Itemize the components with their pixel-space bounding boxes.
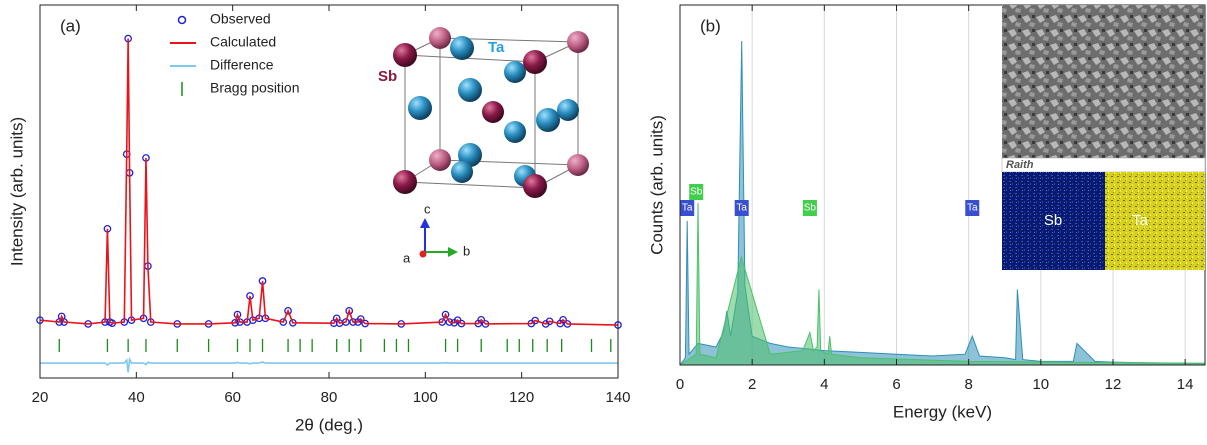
x-tick-label: 140 xyxy=(605,389,630,406)
observed-point xyxy=(559,315,567,324)
atom xyxy=(504,121,526,143)
axes-glyph xyxy=(419,218,458,258)
panel-label: (b) xyxy=(700,16,721,35)
sb-map xyxy=(1002,172,1105,270)
observed-point xyxy=(477,315,486,324)
atom xyxy=(458,78,482,102)
peak-label: Ta xyxy=(967,203,978,214)
spectrum xyxy=(679,202,1206,366)
x-axis-label: 2θ (deg.) xyxy=(295,415,363,434)
x-tick-label: 14 xyxy=(1177,376,1194,393)
arrowhead xyxy=(420,218,430,228)
axis-dot xyxy=(419,250,427,258)
atom xyxy=(393,170,417,194)
map-label: Ta xyxy=(1132,212,1149,229)
map-label: Sb xyxy=(1044,212,1062,229)
peak-label: Ta xyxy=(682,203,693,214)
atom xyxy=(482,101,504,123)
ta-map xyxy=(1105,172,1205,270)
atoms xyxy=(393,27,589,198)
x-tick-label: 0 xyxy=(676,376,684,393)
atom xyxy=(567,154,589,176)
x-axis-label: Energy (keV) xyxy=(893,402,992,421)
y-axis-label: Intensity (arb. units) xyxy=(7,117,26,266)
legend-label: Difference xyxy=(210,57,274,73)
atom xyxy=(393,43,417,67)
inset-label: b xyxy=(463,243,470,258)
atom xyxy=(450,36,474,60)
atom xyxy=(536,108,560,132)
observed-point xyxy=(345,307,354,315)
peak-label: Sb xyxy=(690,187,703,198)
atom xyxy=(408,96,432,120)
legend-label: Observed xyxy=(210,11,271,27)
legend-label: Calculated xyxy=(210,34,276,50)
cube-edges xyxy=(404,37,579,189)
observed-point xyxy=(233,310,242,319)
x-tick-label: 40 xyxy=(128,389,145,406)
x-tick-label: 4 xyxy=(820,376,828,393)
peak-label-box xyxy=(802,200,817,216)
x-tick-label: 8 xyxy=(964,376,972,393)
observed-point xyxy=(284,307,292,315)
peak-label-box xyxy=(734,200,749,216)
x-tick-label: 12 xyxy=(1105,376,1122,393)
atom xyxy=(429,149,451,171)
x-tick-label: 60 xyxy=(224,389,241,406)
x-tick-label: 10 xyxy=(1032,376,1049,393)
peak-label-box xyxy=(689,184,704,200)
x-tick-label: 6 xyxy=(892,376,900,393)
sem-image xyxy=(1002,5,1205,158)
peak-label-box xyxy=(680,200,695,216)
inset-label: a xyxy=(403,250,411,265)
atom xyxy=(523,174,547,198)
y-axis-label: Counts (arb. units) xyxy=(647,115,666,255)
atom xyxy=(504,61,526,83)
observed-point xyxy=(356,315,365,323)
atom xyxy=(451,161,473,183)
sem-brand: Raith xyxy=(1006,159,1034,171)
x-tick-label: 20 xyxy=(32,389,49,406)
atom xyxy=(523,50,547,74)
spectrum-fill xyxy=(680,203,1205,365)
inset-label: c xyxy=(424,201,431,216)
peak-label-box xyxy=(965,200,980,216)
series-line xyxy=(40,356,618,373)
x-tick-label: 80 xyxy=(321,389,338,406)
legend-label: Bragg position xyxy=(210,80,300,96)
inset-label: Ta xyxy=(488,39,505,56)
observed-point xyxy=(441,310,450,319)
observed-point xyxy=(531,316,540,325)
atom xyxy=(557,99,579,121)
atom xyxy=(429,27,451,49)
arrowhead xyxy=(448,247,458,257)
atom xyxy=(567,31,589,53)
peak-label: Ta xyxy=(736,203,747,214)
atom xyxy=(458,143,482,167)
legend-marker xyxy=(177,15,187,25)
peak-label: Sb xyxy=(804,203,817,214)
x-tick-label: 100 xyxy=(413,389,438,406)
panel-label: (a) xyxy=(60,16,81,35)
inset-label: Sb xyxy=(378,68,397,85)
x-tick-label: 120 xyxy=(509,389,534,406)
series-line xyxy=(39,38,619,326)
x-tick-label: 2 xyxy=(748,376,756,393)
